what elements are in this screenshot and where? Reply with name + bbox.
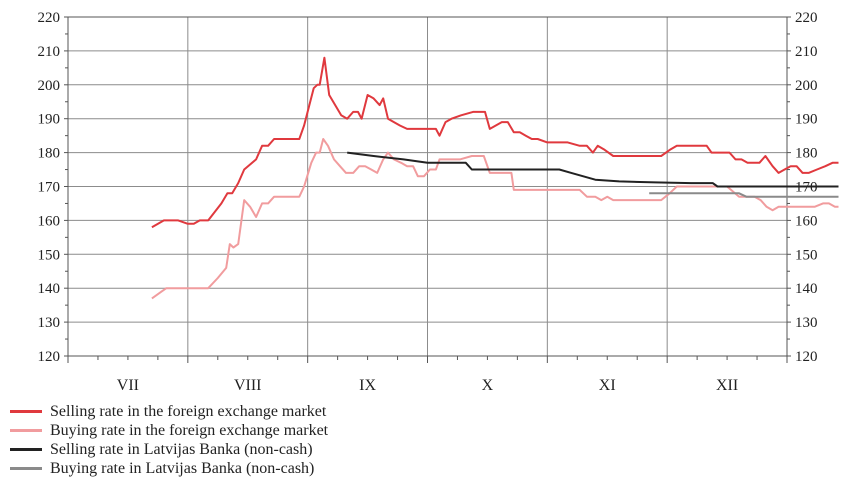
series-line-0	[151, 56, 839, 229]
legend-item: Buying rate in Latvijas Banka (non-cash)	[10, 459, 328, 478]
y-tick-label: 130	[795, 315, 818, 331]
legend-label: Buying rate in Latvijas Banka (non-cash)	[50, 459, 315, 477]
y-tick-label: 200	[795, 78, 818, 94]
legend: Selling rate in the foreign exchange mar…	[10, 402, 328, 478]
x-month-label: VIII	[234, 377, 262, 394]
legend-item: Selling rate in Latvijas Banka (non-cash…	[10, 440, 328, 459]
x-axis: VII VIII IX X XI XII	[67, 356, 788, 394]
legend-swatch	[10, 429, 42, 432]
y-tick-label: 170	[38, 180, 61, 196]
legend-label: Selling rate in Latvijas Banka (non-cash…	[50, 440, 313, 458]
x-month-label: VII	[117, 377, 139, 394]
y-tick-label: 140	[795, 281, 818, 297]
y-tick-label: 220	[795, 10, 818, 26]
grid-lines	[68, 17, 787, 356]
y-tick-label: 190	[795, 112, 818, 128]
legend-item: Buying rate in the foreign exchange mark…	[10, 421, 328, 440]
legend-swatch	[10, 410, 42, 413]
y-tick-label: 210	[38, 44, 61, 60]
legend-label: Buying rate in the foreign exchange mark…	[50, 421, 329, 439]
y-tick-label: 210	[795, 44, 818, 60]
legend-swatch	[10, 467, 42, 470]
series-line-2	[347, 151, 839, 188]
y-tick-label: 200	[38, 78, 61, 94]
series-line-1	[151, 138, 839, 300]
y-tick-label: 160	[795, 213, 818, 229]
y-tick-label: 180	[38, 146, 61, 162]
series-lines	[151, 56, 839, 300]
y-tick-label: 150	[38, 247, 61, 263]
y-axis-left: 120 130 140 150 160 170 180 190 200 210 220	[38, 10, 68, 365]
y-tick-label: 120	[38, 349, 61, 365]
exchange-rate-chart: 120 130 140 150 160 170 180 190 200 210 220 120 130…	[38, 10, 839, 394]
x-month-label: XI	[599, 377, 616, 394]
y-tick-label: 220	[38, 10, 61, 26]
y-tick-label: 120	[795, 349, 818, 365]
y-tick-label: 190	[38, 112, 61, 128]
y-tick-label: 180	[795, 146, 818, 162]
legend-swatch	[10, 448, 42, 451]
legend-item: Selling rate in the foreign exchange mar…	[10, 402, 328, 421]
y-tick-label: 140	[38, 281, 61, 297]
x-month-label: XII	[716, 377, 738, 394]
y-tick-label: 160	[38, 213, 61, 229]
series-line-3	[649, 192, 839, 198]
legend-label: Selling rate in the foreign exchange mar…	[50, 402, 327, 420]
x-month-label: IX	[359, 377, 376, 394]
y-tick-label: 150	[795, 247, 818, 263]
x-month-label: X	[482, 377, 494, 394]
y-tick-label: 130	[38, 315, 61, 331]
